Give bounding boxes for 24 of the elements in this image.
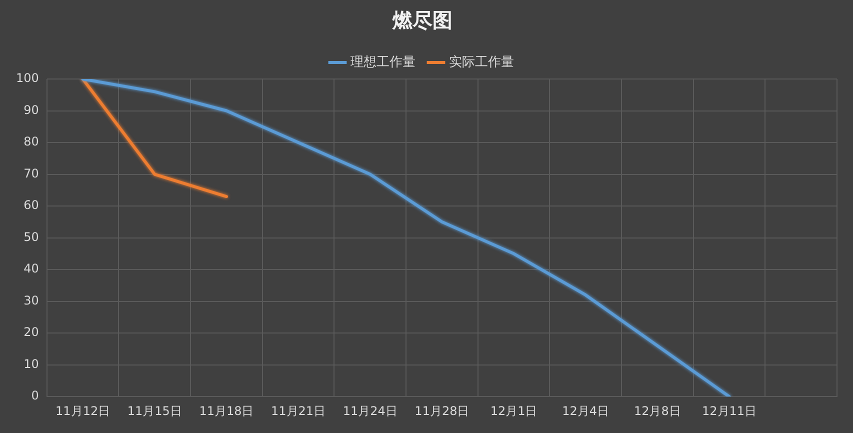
- x-tick-label: 12月11日: [702, 404, 757, 418]
- x-tick-label: 12月4日: [562, 404, 610, 418]
- x-tick-label: 11月24日: [342, 404, 398, 418]
- y-tick-label: 40: [24, 262, 39, 276]
- x-tick-label: 12月1日: [490, 404, 538, 418]
- legend-label: 实际工作量: [449, 54, 514, 70]
- y-tick-label: 10: [24, 356, 39, 371]
- y-tick-label: 20: [24, 325, 39, 340]
- y-tick-label: 100: [16, 71, 39, 86]
- x-tick-label: 11月18日: [199, 404, 254, 418]
- y-tick-label: 60: [24, 198, 39, 212]
- x-tick-label: 12月8日: [634, 404, 681, 418]
- y-tick-label: 80: [24, 134, 39, 149]
- x-tick-label: 11月28日: [414, 404, 470, 418]
- legend-label: 理想工作量: [350, 54, 416, 70]
- x-tick-label: 11月15日: [127, 404, 182, 418]
- x-tick-label: 11月21日: [271, 404, 326, 418]
- x-tick-label: 11月12日: [56, 404, 110, 418]
- y-tick-label: 90: [24, 102, 39, 117]
- chart-title: 燃尽图: [392, 8, 452, 32]
- y-tick-label: 30: [24, 293, 39, 308]
- y-tick-label: 0: [31, 388, 39, 403]
- y-tick-label: 50: [24, 230, 39, 244]
- y-tick-label: 70: [24, 166, 39, 180]
